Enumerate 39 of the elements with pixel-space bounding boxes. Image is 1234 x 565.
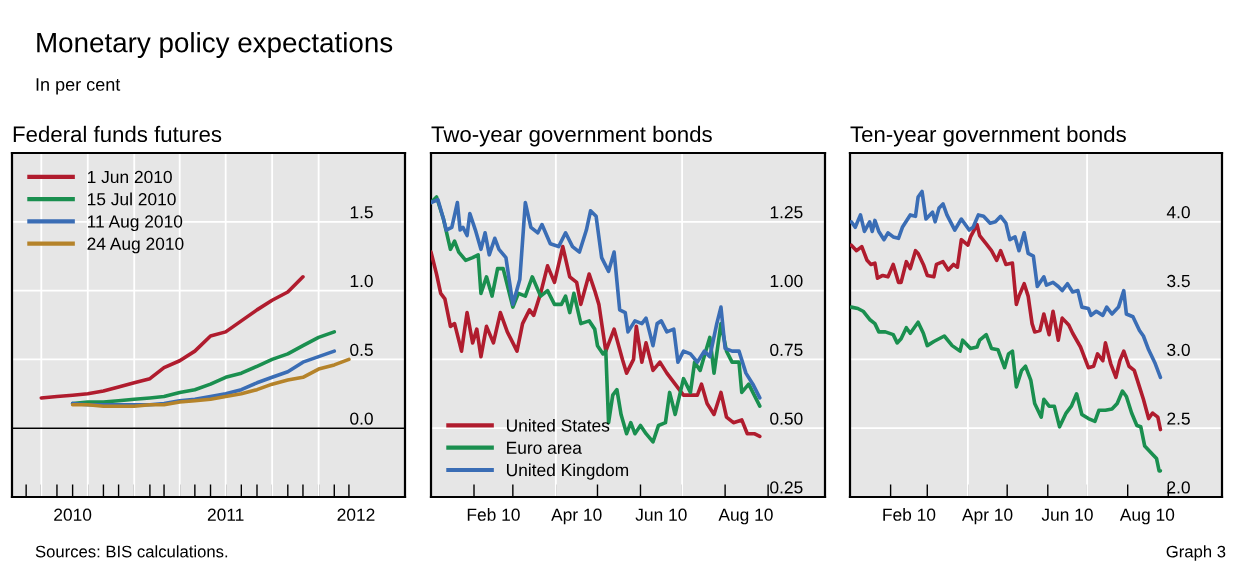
y-tick-label: 1.5: [350, 206, 373, 219]
legend-label: 1 Jun 2010: [87, 170, 172, 184]
source-note: Sources: BIS calculations.: [35, 545, 228, 558]
x-tick-label: Jun 10: [1041, 508, 1093, 521]
y-tick-label: 0.0: [350, 412, 373, 425]
y-tick-label: 1.00: [770, 274, 803, 288]
y-tick-label: 3.5: [1167, 274, 1190, 288]
x-tick-label: 2011: [207, 508, 244, 521]
chart-title: Two-year government bonds: [431, 125, 712, 147]
chart-title: Federal funds futures: [13, 125, 222, 143]
y-tick-label: 4.0: [1166, 206, 1190, 219]
chart-title: Ten-year government bonds: [850, 125, 1126, 147]
legend-label: 24 Aug 2010: [87, 237, 184, 254]
x-tick-label: Feb 10: [883, 508, 936, 521]
legend-label: 11 Aug 2010: [87, 215, 183, 232]
x-tick-label: Apr 10: [962, 508, 1013, 525]
y-tick-label: 0.5: [350, 343, 373, 356]
x-tick-label: Aug 10: [1119, 508, 1175, 525]
y-tick-label: 0.50: [770, 412, 803, 425]
x-tick-label: 2012: [337, 508, 375, 521]
x-tick-label: Feb 10: [467, 508, 520, 521]
y-tick-label: 0.25: [770, 481, 803, 494]
text: Monetary policy expectations: [37, 32, 393, 58]
caption: Graph 3: [1166, 545, 1226, 561]
y-tick-label: 1.0: [350, 274, 373, 288]
legend-label: United States: [506, 418, 610, 432]
legend-label: 15 Jul 2010: [87, 192, 176, 206]
x-tick-label: Apr 10: [551, 508, 602, 525]
y-tick-label: 2.5: [1167, 412, 1190, 425]
x-tick-label: Aug 10: [718, 508, 773, 525]
y-tick-label: 3.0: [1167, 343, 1190, 356]
y-tick-label: 2.0: [1167, 481, 1190, 494]
legend-label: United Kingdom: [506, 463, 629, 480]
y-tick-label: 1.25: [770, 206, 803, 219]
x-tick-label: Jun 10: [635, 508, 687, 521]
x-tick-label: 2010: [54, 508, 92, 521]
legend-label: Euro area: [507, 441, 582, 454]
text: In per cent: [36, 78, 121, 95]
y-tick-label: 0.75: [770, 343, 803, 356]
